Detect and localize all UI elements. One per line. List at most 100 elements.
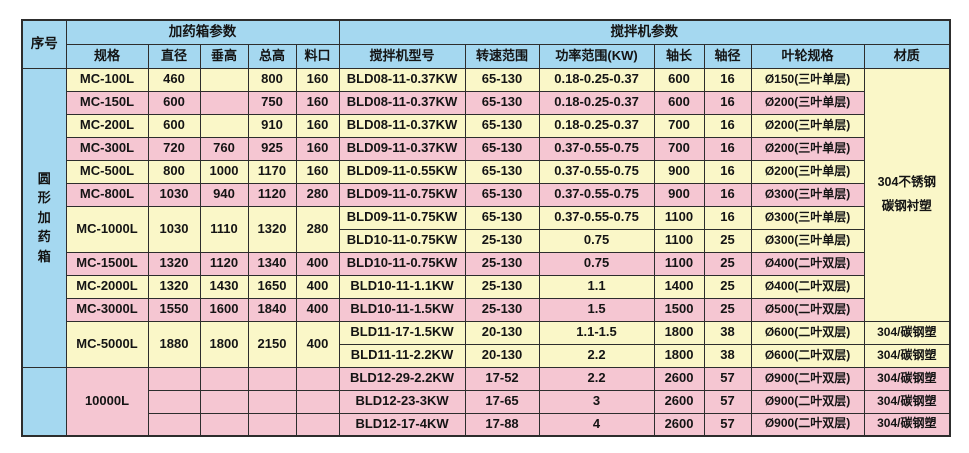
cell-material: 304/碳钢塑 — [863, 320, 951, 345]
header-col-power-range: 功率范围(KW) — [538, 43, 655, 69]
cell-spec: 10000L — [65, 366, 149, 437]
table-row: MC-300L 720 760 925 160 BLD09-11-0.37KW … — [22, 136, 950, 161]
cell-feed-port: 160 — [295, 136, 340, 161]
cell-total-height: 750 — [247, 90, 297, 115]
header-col-shaft-diameter: 轴径 — [703, 43, 752, 69]
cell-power-range: 0.75 — [538, 228, 655, 253]
cell-shaft-diameter: 16 — [703, 113, 752, 138]
table-row: BLD12-23-3KW 17-65 3 2600 57 Ø900(二叶双层) … — [22, 389, 951, 414]
cell-vertical-height — [199, 366, 249, 391]
cell-feed-port: 280 — [295, 205, 340, 253]
cell-power-range: 0.18-0.25-0.37 — [538, 90, 655, 115]
header-col-impeller-spec: 叶轮规格 — [750, 43, 865, 69]
cell-mixer-model: BLD09-11-0.37KW — [338, 136, 466, 161]
cell-mixer-model: BLD09-11-0.75KW — [338, 182, 466, 207]
cell-speed-range: 25-130 — [464, 251, 540, 276]
table-row: MC-1500L 1320 1120 1340 400 BLD10-11-0.7… — [22, 251, 950, 276]
cell-spec: MC-1500L — [65, 251, 149, 276]
cell-impeller-spec: Ø400(二叶双层) — [750, 251, 865, 276]
cell-impeller-spec: Ø900(二叶双层) — [750, 412, 865, 437]
cell-vertical-height: 1430 — [199, 274, 249, 299]
cell-speed-range: 17-65 — [464, 389, 540, 414]
cell-feed-port: 160 — [295, 113, 340, 138]
cell-speed-range: 25-130 — [464, 228, 540, 253]
cell-spec: MC-800L — [65, 182, 149, 207]
table-row: MC-2000L 1320 1430 1650 400 BLD10-11-1.1… — [22, 274, 950, 299]
header-col-diameter: 直径 — [147, 43, 201, 69]
table-row: BLD11-11-2.2KW 20-130 2.2 1800 38 Ø600(二… — [22, 343, 951, 368]
cell-impeller-spec: Ø900(二叶双层) — [750, 389, 865, 414]
cell-shaft-length: 1100 — [653, 251, 705, 276]
cell-shaft-length: 1800 — [653, 320, 705, 345]
table-row: 10000L BLD12-29-2.2KW 17-52 2.2 2600 57 … — [21, 366, 951, 437]
cell-vertical-height: 1110 — [199, 205, 249, 253]
cell-impeller-spec: Ø300(三叶单层) — [750, 228, 865, 253]
cell-feed-port: 400 — [295, 251, 340, 276]
header-tank-params-group: 加药箱参数 — [65, 19, 340, 45]
cell-impeller-spec: Ø900(二叶双层) — [750, 366, 865, 391]
cell-material: 304/碳钢塑 — [863, 343, 951, 368]
cell-power-range: 1.1 — [538, 274, 655, 299]
dosing-tank-mixer-spec-table: 序号 加药箱参数 搅拌机参数 规格 直径 垂高 总高 料口 搅拌机型号 转速范围… — [21, 19, 952, 437]
cell-shaft-diameter: 38 — [703, 320, 752, 345]
cell-power-range: 0.37-0.55-0.75 — [538, 136, 655, 161]
table-row: MC-3000L 1550 1600 1840 400 BLD10-11-1.5… — [22, 297, 950, 322]
cell-diameter — [147, 366, 201, 391]
cell-vertical-height — [199, 90, 249, 115]
cell-mixer-model: BLD12-29-2.2KW — [338, 366, 466, 391]
cell-shaft-length: 1400 — [653, 274, 705, 299]
cell-material: 304/碳钢塑 — [863, 412, 951, 437]
cell-mixer-model: BLD12-17-4KW — [338, 412, 466, 437]
cell-diameter: 800 — [147, 159, 201, 184]
cell-speed-range: 25-130 — [464, 274, 540, 299]
cell-shaft-diameter: 38 — [703, 343, 752, 368]
cell-impeller-spec: Ø200(三叶单层) — [750, 90, 865, 115]
cell-diameter — [147, 389, 201, 414]
cell-power-range: 0.18-0.25-0.37 — [538, 113, 655, 138]
cell-speed-range: 65-130 — [464, 159, 540, 184]
cell-power-range: 0.75 — [538, 251, 655, 276]
cell-diameter: 460 — [147, 67, 201, 92]
cell-feed-port: 160 — [295, 67, 340, 92]
cell-shaft-diameter: 16 — [703, 182, 752, 207]
header-col-speed-range: 转速范围 — [464, 43, 540, 69]
cell-speed-range: 65-130 — [464, 90, 540, 115]
cell-shaft-length: 700 — [653, 136, 705, 161]
cell-impeller-spec: Ø200(三叶单层) — [750, 113, 865, 138]
cell-mixer-model: BLD10-11-1.1KW — [338, 274, 466, 299]
cell-vertical-height — [199, 389, 249, 414]
cell-shaft-length: 1500 — [653, 297, 705, 322]
cell-shaft-length: 1100 — [653, 205, 705, 230]
cell-spec: MC-200L — [65, 113, 149, 138]
cell-feed-port: 160 — [295, 159, 340, 184]
table-row: MC-800L 1030 940 1120 280 BLD09-11-0.75K… — [22, 182, 950, 207]
cell-speed-range: 17-88 — [464, 412, 540, 437]
header-row-groups: 序号 加药箱参数 搅拌机参数 — [21, 19, 951, 69]
cell-shaft-diameter: 57 — [703, 412, 752, 437]
header-col-mixer-model: 搅拌机型号 — [338, 43, 466, 69]
cell-impeller-spec: Ø300(三叶单层) — [750, 182, 865, 207]
header-col-shaft-length: 轴长 — [653, 43, 705, 69]
cell-material: 304/碳钢塑 — [863, 366, 951, 391]
cell-shaft-diameter: 57 — [703, 389, 752, 414]
cell-shaft-length: 2600 — [653, 389, 705, 414]
cell-speed-range: 20-130 — [464, 320, 540, 345]
cell-spec: MC-3000L — [65, 297, 149, 322]
header-col-feed-port: 料口 — [295, 43, 340, 69]
cell-total-height: 1340 — [247, 251, 297, 276]
cell-shaft-length: 900 — [653, 182, 705, 207]
cell-mixer-model: BLD08-11-0.37KW — [338, 90, 466, 115]
cell-vertical-height: 760 — [199, 136, 249, 161]
cell-mixer-model: BLD10-11-1.5KW — [338, 297, 466, 322]
table-row: MC-200L 600 910 160 BLD08-11-0.37KW 65-1… — [22, 113, 950, 138]
cell-shaft-length: 700 — [653, 113, 705, 138]
cell-power-range: 0.18-0.25-0.37 — [538, 67, 655, 92]
cell-shaft-length: 1100 — [653, 228, 705, 253]
cell-shaft-length: 2600 — [653, 366, 705, 391]
cell-total-height: 910 — [247, 113, 297, 138]
cell-power-range: 1.1-1.5 — [538, 320, 655, 345]
cell-power-range: 4 — [538, 412, 655, 437]
cell-total-height — [247, 412, 297, 437]
cell-diameter: 1030 — [147, 182, 201, 207]
cell-vertical-height — [199, 67, 249, 92]
